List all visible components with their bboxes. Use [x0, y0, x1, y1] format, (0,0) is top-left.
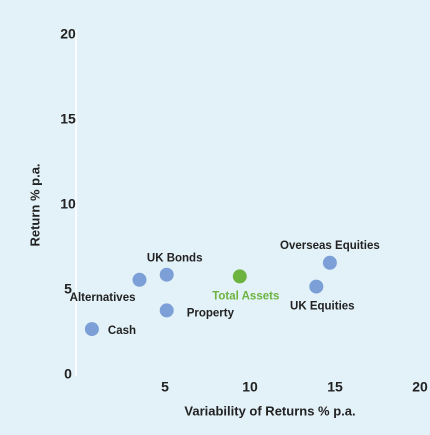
point-label: UK Bonds — [147, 253, 203, 265]
point-label: Alternatives — [70, 292, 136, 304]
point-label: Cash — [108, 325, 136, 337]
point — [159, 267, 174, 282]
point — [322, 255, 337, 270]
y-tick-label: 10 — [60, 196, 76, 212]
y-axis-title: Return % p.a. — [27, 163, 42, 246]
x-tick-label: 5 — [161, 379, 169, 395]
point — [132, 272, 147, 287]
x-tick-label: 20 — [412, 379, 428, 395]
point — [159, 303, 174, 318]
y-tick-label: 15 — [60, 111, 76, 127]
point-label: Overseas Equities — [280, 240, 380, 252]
point — [84, 322, 99, 337]
x-tick-label: 15 — [327, 379, 343, 395]
point-label: UK Equities — [290, 301, 355, 313]
point-label: Total Assets — [212, 290, 279, 302]
point — [232, 269, 247, 284]
point — [309, 279, 324, 294]
x-tick-label: 10 — [242, 379, 258, 395]
x-axis-title: Variability of Returns % p.a. — [184, 403, 355, 418]
y-tick-label: 5 — [64, 281, 72, 297]
y-tick-label: 20 — [60, 26, 76, 42]
point-label: Property — [187, 307, 235, 319]
y-tick-label: 0 — [64, 366, 72, 382]
